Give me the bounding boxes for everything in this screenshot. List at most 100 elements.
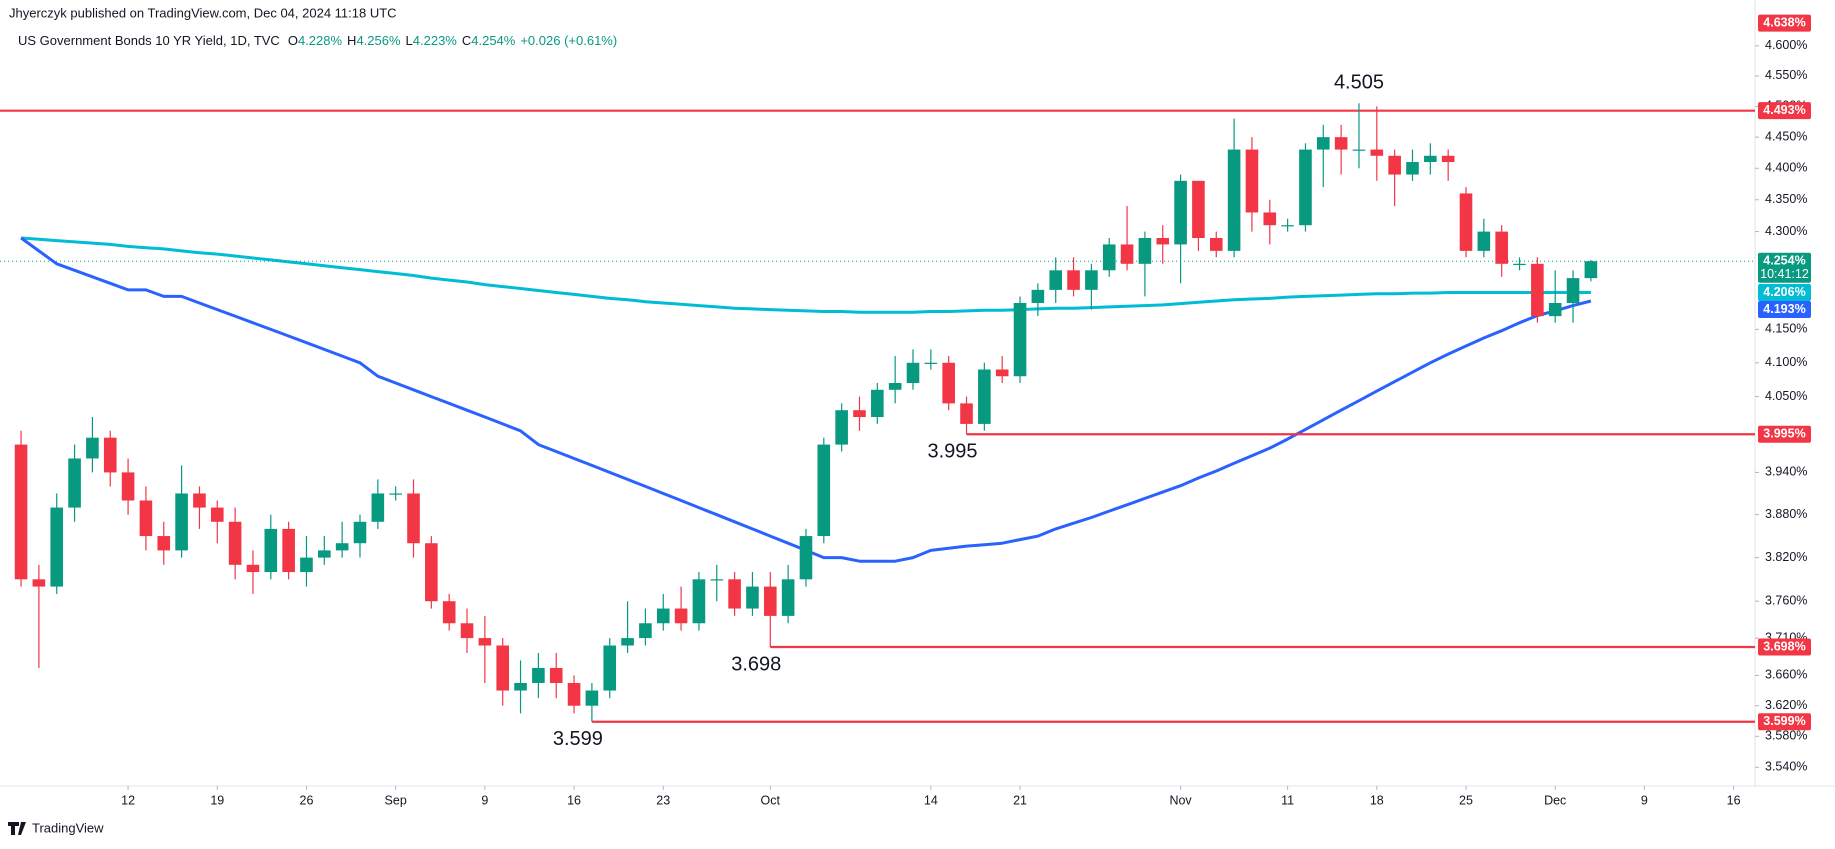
candle-body [371, 493, 385, 522]
publisher: Jhyerczyk published on TradingView.com, … [9, 5, 397, 20]
candle-body [978, 369, 991, 424]
candle-body [674, 608, 688, 624]
candle-body [121, 472, 135, 501]
y-tick-label: 4.300% [1765, 224, 1807, 238]
candle-body [300, 557, 313, 573]
y-tick-label: 3.660% [1765, 668, 1807, 682]
candle-body [1031, 289, 1045, 303]
y-tick-label: 3.760% [1765, 594, 1807, 608]
y-tick-label: 4.350% [1765, 192, 1807, 206]
candle-body [817, 444, 831, 537]
candle-body [1013, 302, 1027, 377]
ohlc-key: H [347, 33, 356, 48]
y-tick-label: 3.580% [1765, 729, 1807, 743]
x-tick-label: 11 [1281, 793, 1294, 807]
candle-body [282, 528, 295, 573]
price-label: 4.493% [1763, 103, 1805, 117]
candle-body [210, 507, 224, 522]
candle-body [835, 410, 848, 445]
candle-body [888, 383, 902, 390]
y-tick-label: 3.820% [1765, 550, 1807, 564]
candle-body [442, 601, 456, 624]
price-label-box [1758, 14, 1811, 32]
candle-body [1316, 137, 1330, 150]
level-annotation: 4.505 [1334, 72, 1384, 94]
y-tick-label: 3.940% [1765, 465, 1807, 479]
candle-body [960, 403, 973, 424]
candle-body [228, 521, 242, 565]
symbol-line: US Government Bonds 10 YR Yield, 1D, TVC… [18, 33, 617, 48]
candle-body [853, 410, 866, 418]
price-label: 4.254% [1763, 254, 1805, 268]
candle-body [1388, 155, 1401, 175]
candle-body [1531, 263, 1544, 317]
candle-body [1584, 261, 1598, 279]
candle-body [1334, 137, 1348, 150]
candle-body [1156, 238, 1170, 245]
candle-body [103, 437, 117, 473]
candle-body [906, 362, 920, 384]
candle-body [746, 586, 759, 609]
price-label-box [1758, 102, 1811, 120]
candle-body [86, 437, 99, 459]
candle-body [1352, 149, 1366, 151]
price-label-box [1758, 300, 1811, 318]
candle-body [264, 528, 278, 573]
x-tick-label: 16 [567, 793, 581, 807]
candle-body [246, 564, 260, 573]
x-tick-label: 23 [656, 793, 670, 807]
price-label: 4.193% [1763, 302, 1805, 316]
level-annotation: 3.995 [927, 441, 977, 463]
price-label-box [1758, 425, 1811, 443]
level-annotation: 3.599 [553, 728, 603, 750]
ohlc-value: 4.223% [413, 33, 458, 48]
price-countdown: 10:41:12 [1760, 267, 1809, 281]
candle-body [1566, 278, 1580, 303]
price-label-box [1758, 638, 1811, 656]
y-tick-label: 4.400% [1765, 161, 1807, 175]
change: +0.026 (+0.61%) [520, 33, 617, 48]
ohlc-value: 4.228% [298, 33, 343, 48]
y-tick-label: 4.100% [1765, 355, 1807, 369]
x-tick-label: 19 [210, 793, 224, 807]
candle-body [924, 362, 938, 364]
candle-body [532, 667, 545, 683]
x-tick-label: 9 [1641, 793, 1648, 807]
y-tick-label: 4.600% [1765, 38, 1807, 52]
y-tick-label: 4.450% [1765, 129, 1807, 143]
brand: TradingView [32, 820, 104, 835]
price-label-box [1758, 252, 1811, 283]
candle-body [1459, 193, 1473, 251]
y-tick-label: 3.620% [1765, 698, 1807, 712]
x-tick-label: Dec [1544, 793, 1566, 807]
candle-body [1299, 149, 1312, 226]
ohlc-value: 4.256% [356, 33, 401, 48]
price-label: 3.995% [1763, 427, 1805, 441]
ohlc-key: C [462, 33, 471, 48]
x-tick-label: 9 [481, 793, 488, 807]
candle-body [1477, 231, 1491, 251]
x-tick-label: 18 [1370, 793, 1384, 807]
candle-body [1495, 231, 1508, 264]
ohlc-key: O [288, 33, 298, 48]
candle-body [193, 493, 206, 508]
candle-body [478, 638, 492, 646]
candle-body [389, 493, 402, 495]
ohlc-value: 4.254% [471, 33, 516, 48]
tv-logo [8, 822, 26, 835]
price-label-box [1758, 713, 1811, 731]
level-annotation: 3.698 [731, 653, 781, 675]
candle-body [1067, 270, 1080, 290]
candle-body [514, 682, 527, 691]
candle-body [621, 638, 634, 646]
candle-body [1227, 149, 1241, 251]
candle-body [942, 362, 955, 404]
candle-body [32, 579, 46, 587]
candle-body [639, 623, 652, 639]
candle-body [781, 579, 795, 616]
candle-body [1245, 149, 1259, 213]
candle-body [14, 444, 28, 580]
price-label-box [1758, 283, 1811, 301]
y-tick-label: 4.150% [1765, 322, 1807, 336]
